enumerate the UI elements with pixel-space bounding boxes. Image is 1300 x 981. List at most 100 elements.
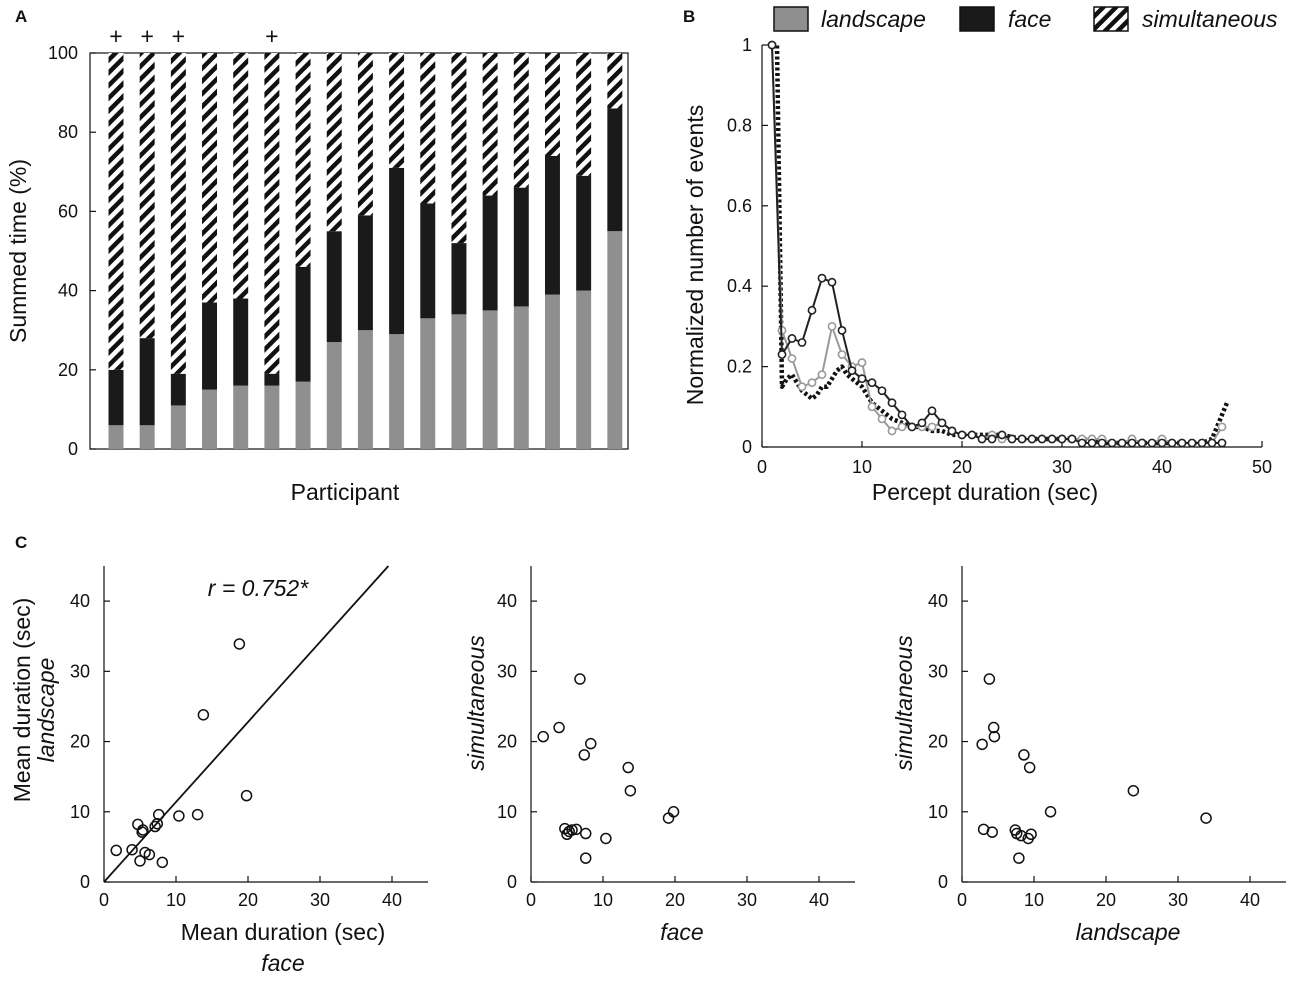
bar-face — [139, 338, 155, 426]
series-point-face — [807, 305, 817, 315]
panel-c1-point — [233, 638, 246, 650]
panel-c3-xlabel: landscape — [1076, 919, 1181, 945]
series-point-face — [1047, 434, 1057, 444]
series-point-face — [787, 334, 797, 343]
panel-b-ytick-label: 1 — [742, 35, 752, 55]
bar-landscape — [326, 342, 342, 449]
series-point-face — [1017, 434, 1027, 444]
series-point-face — [1027, 434, 1037, 444]
panel-c3-xtick-label: 0 — [957, 890, 967, 910]
panel-c1-ytick-label: 40 — [70, 591, 90, 611]
series-point-face — [1037, 434, 1047, 444]
bar-face — [389, 167, 405, 335]
panel-c1-ylabel2: landscape — [33, 658, 59, 763]
series-point-face — [1157, 438, 1167, 448]
panel-c1-annotation: r = 0.752* — [208, 575, 309, 601]
bar-landscape — [389, 334, 405, 449]
bar-face — [202, 302, 218, 390]
series-point-face — [1057, 434, 1067, 444]
bar-simultaneous — [607, 53, 623, 109]
bar-face — [576, 175, 592, 291]
series-point-landscape — [1217, 422, 1227, 432]
bar-face — [451, 243, 467, 315]
panel-c3-point — [986, 826, 998, 838]
panel-c1-xlabel2: face — [261, 950, 304, 976]
panel-c3-point — [1127, 784, 1140, 797]
panel-c2-xtick-label: 10 — [593, 890, 613, 910]
panel-c1-xtick-label: 10 — [166, 890, 186, 910]
panel-c3-point — [1044, 806, 1057, 818]
series-point-face — [1197, 438, 1207, 448]
panel-c2-point — [553, 721, 565, 734]
participant-marker: + — [140, 23, 153, 49]
panel-b-xtick-label: 20 — [952, 457, 972, 477]
series-line-landscape — [771, 44, 1223, 444]
panel-c3-ytick-label: 20 — [928, 732, 948, 752]
bar-landscape — [420, 318, 436, 449]
panel-b-ytick-label: 0.6 — [727, 196, 752, 216]
panel-b-series — [767, 40, 1230, 448]
bar-simultaneous — [544, 53, 560, 156]
series-point-face — [1217, 438, 1227, 448]
panel-c3-point — [1013, 852, 1025, 864]
series-point-face — [857, 374, 867, 384]
panel-c3-point — [1023, 761, 1036, 774]
panel-a-xlabel: Participant — [291, 479, 400, 505]
series-point-landscape — [837, 350, 847, 359]
series-line-simultaneous — [772, 42, 1230, 446]
panel-b-xtick-label: 40 — [1152, 457, 1172, 477]
panel-c3-point — [976, 738, 988, 751]
series-point-landscape — [887, 426, 897, 436]
bar-face — [482, 195, 498, 311]
panel-c1-point — [197, 709, 210, 721]
legend-swatch-landscape — [773, 6, 809, 32]
panel-c1-point — [173, 810, 185, 822]
panel-a-ytick-label: 100 — [48, 43, 78, 63]
panel-c2-xtick-label: 40 — [809, 890, 829, 910]
panel-c1: 0 10 20 30 40 0 10 20 30 40 r = 0.752* Mean durat… — [9, 565, 428, 976]
panel-c1-point — [152, 808, 165, 821]
panel-b-xtick-label: 50 — [1252, 457, 1272, 477]
panel-c3-point — [987, 721, 1000, 734]
series-point-face — [1187, 438, 1197, 448]
panel-a-bars — [108, 53, 623, 449]
series-point-face — [1177, 438, 1187, 448]
panel-c1-point — [149, 820, 161, 833]
bar-landscape — [233, 385, 249, 449]
series-point-landscape — [857, 358, 867, 367]
series-point-face — [827, 277, 837, 287]
bar-landscape — [576, 290, 592, 449]
series-point-landscape — [817, 370, 827, 380]
series-point-landscape — [867, 402, 877, 412]
series-point-face — [1097, 438, 1107, 448]
bar-landscape — [295, 381, 311, 449]
panel-b-ytick-label: 0 — [742, 437, 752, 457]
series-point-face — [967, 430, 977, 440]
bar-face — [170, 373, 186, 406]
series-point-landscape — [927, 422, 937, 432]
series-point-face — [867, 378, 877, 388]
panel-c1-point — [110, 844, 122, 857]
bar-simultaneous — [170, 53, 186, 374]
panel-a-y-ticks: 0 20 40 60 80 100 — [48, 43, 96, 459]
series-point-face — [1127, 438, 1137, 448]
panel-b-xtick-label: 30 — [1052, 457, 1072, 477]
series-point-face — [1137, 438, 1147, 448]
panel-c3-xtick-label: 40 — [1240, 890, 1260, 910]
bar-landscape — [451, 314, 467, 449]
panel-a-markers: + + + + — [109, 23, 278, 49]
panel-c3-points — [976, 673, 1212, 864]
panel-c3-ticks: 0 10 20 30 40 0 10 20 30 40 — [928, 591, 1260, 910]
bar-landscape — [139, 425, 155, 449]
series-line-face — [771, 44, 1222, 444]
panel-c1-point — [126, 843, 138, 856]
panel-c3-ytick-label: 30 — [928, 661, 948, 681]
bar-landscape — [607, 231, 623, 449]
panel-b-ytick-label: 0.2 — [727, 357, 752, 377]
bar-simultaneous — [295, 53, 311, 267]
bar-landscape — [544, 294, 560, 449]
bar-simultaneous — [357, 53, 373, 216]
panel-c1-points — [103, 565, 390, 883]
panel-c3-point — [1018, 749, 1030, 761]
